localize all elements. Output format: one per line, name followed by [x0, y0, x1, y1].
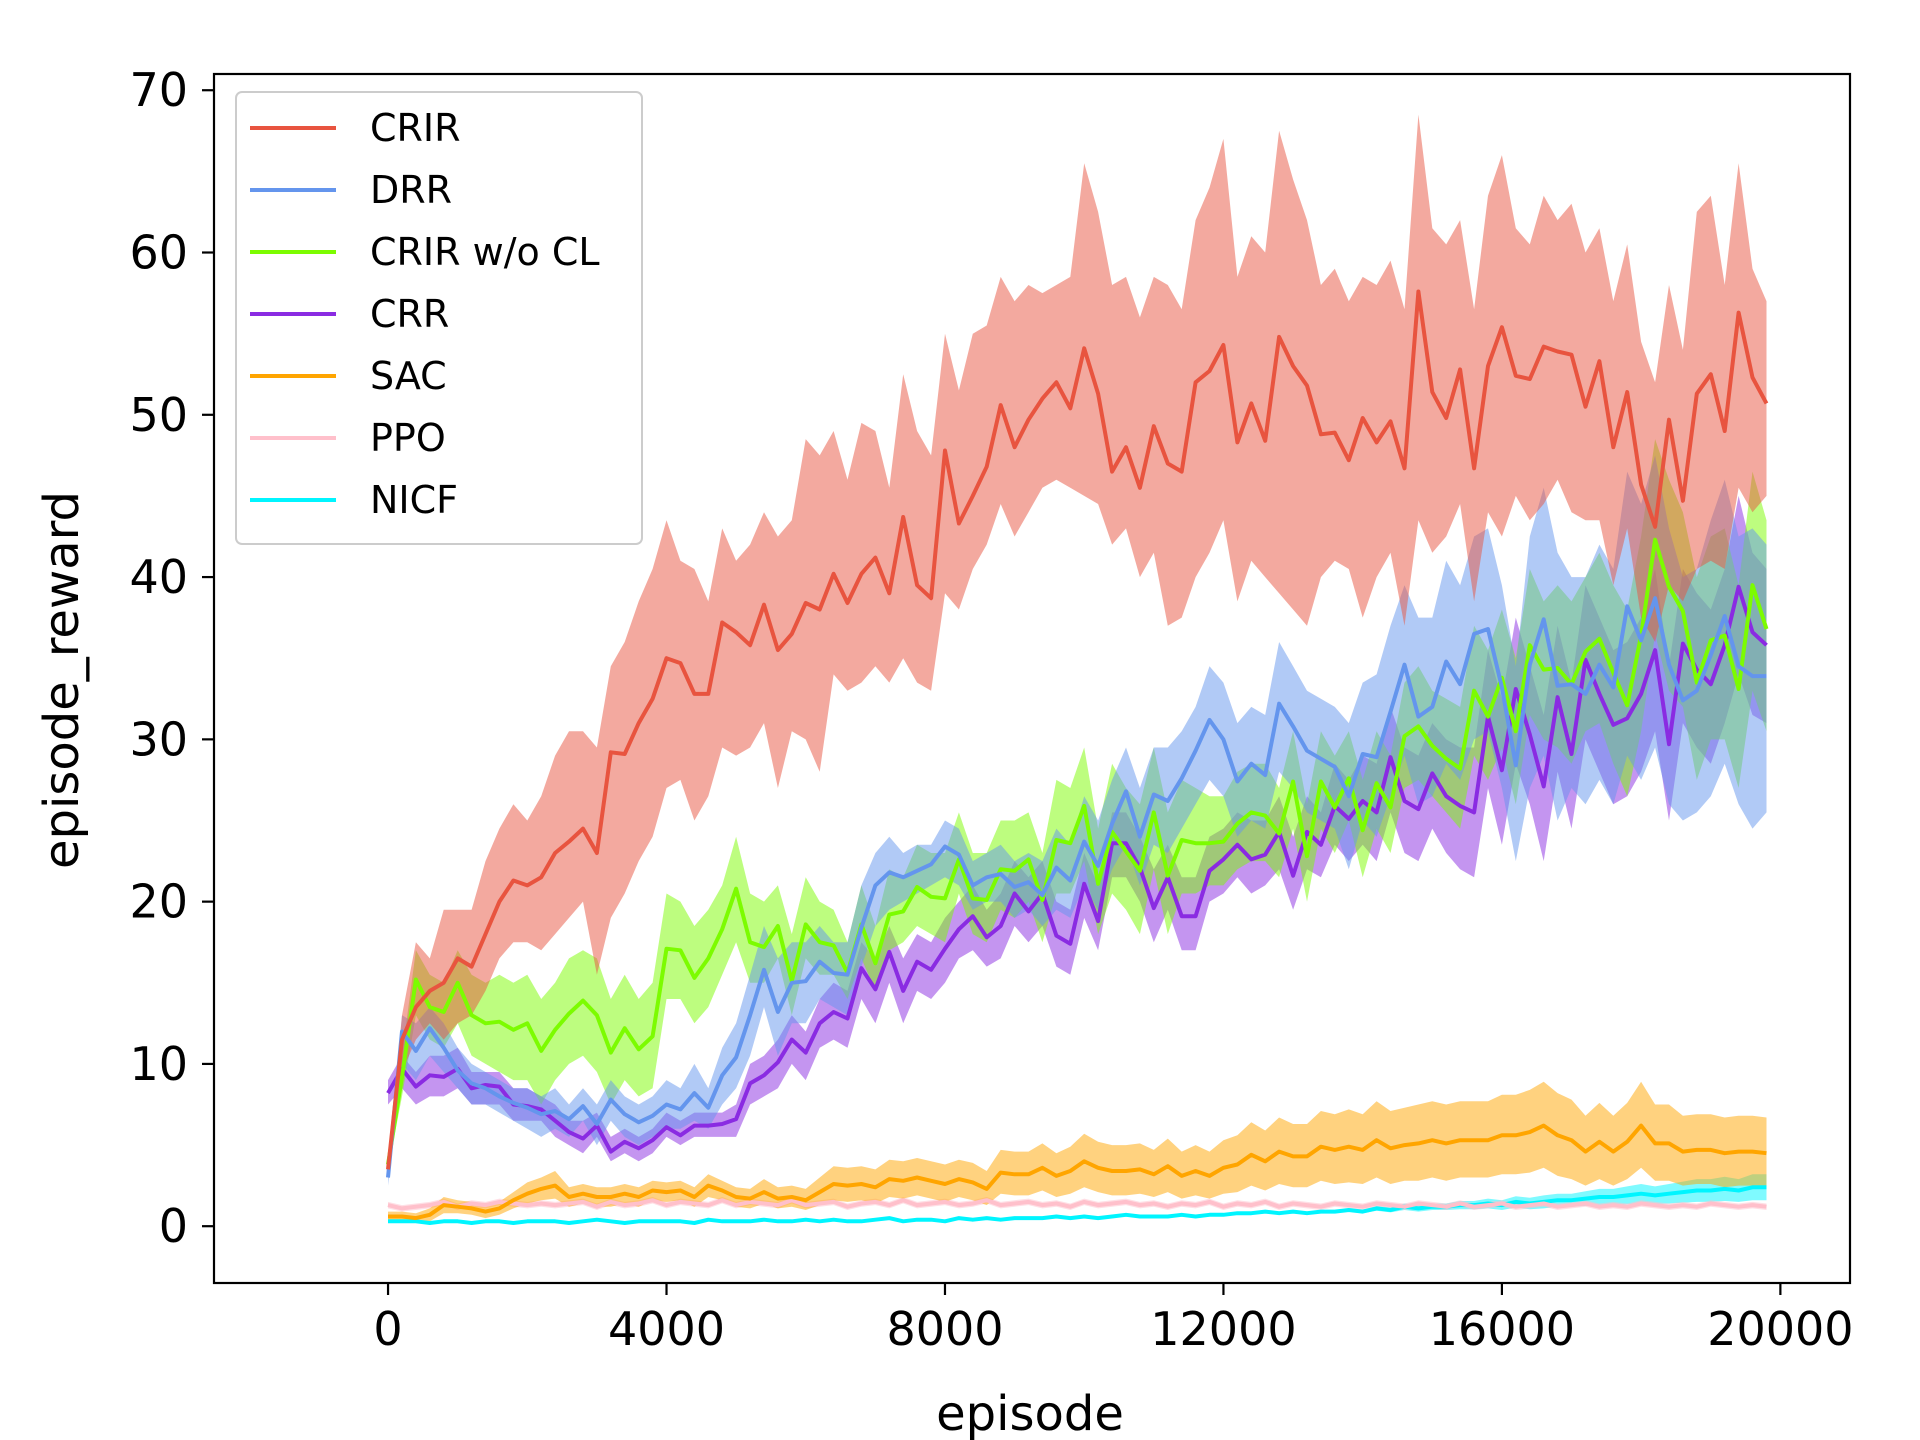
x-tick-label: 4000 — [608, 1302, 725, 1356]
y-tick-label: 30 — [129, 712, 188, 766]
y-tick-label: 20 — [129, 875, 188, 929]
legend-box — [235, 91, 643, 545]
crir-line — [386, 289, 1769, 1170]
x-tick-label: 12000 — [1150, 1302, 1296, 1356]
legend-label-drr: DRR — [370, 168, 452, 212]
plot-frame — [212, 72, 1852, 1285]
x-axis-label: episode — [936, 1386, 1124, 1440]
axes — [212, 72, 1852, 1285]
crir-w-o-cl-line — [386, 537, 1769, 1165]
crir-band — [388, 114, 1767, 1178]
x-tick-label: 20000 — [1707, 1302, 1853, 1356]
nicf-band — [388, 1174, 1767, 1225]
legend-label-nicf: NICF — [370, 478, 458, 522]
legend-label-sac: SAC — [370, 354, 447, 398]
x-tick-label: 8000 — [886, 1302, 1003, 1356]
y-axis-label: episode_reward — [34, 491, 90, 869]
sac-band — [388, 1081, 1767, 1223]
crir-w-o-cl-band — [388, 439, 1767, 1170]
y-tick-label: 40 — [129, 550, 188, 604]
x-tick-label: 0 — [373, 1302, 402, 1356]
sac-line — [388, 1123, 1767, 1221]
legend-label-ppo: PPO — [370, 416, 446, 460]
legend-label-crir: CRIR — [370, 106, 461, 150]
y-tick-label: 0 — [159, 1199, 188, 1253]
y-tick-label: 60 — [129, 226, 188, 280]
crr-line — [386, 584, 1768, 1154]
legend: CRIR DRR CRIR w/o CL CRR SAC PPO NICF — [235, 91, 643, 545]
x-tick-label: 16000 — [1429, 1302, 1575, 1356]
legend-label-crr: CRR — [370, 292, 449, 336]
drr-line — [386, 596, 1767, 1178]
y-tick-label: 70 — [129, 63, 188, 117]
series-lines — [386, 289, 1769, 1225]
legend-label-crir-w-o-cl: CRIR w/o CL — [370, 230, 600, 274]
y-tick-label: 10 — [129, 1037, 188, 1091]
ppo-line — [387, 1198, 1767, 1211]
y-tick-label: 50 — [129, 388, 188, 442]
tick-marks: 0 4000 8000 12000 16000 20000 0 10 20 30 40 50 60 70 — [129, 63, 1853, 1356]
